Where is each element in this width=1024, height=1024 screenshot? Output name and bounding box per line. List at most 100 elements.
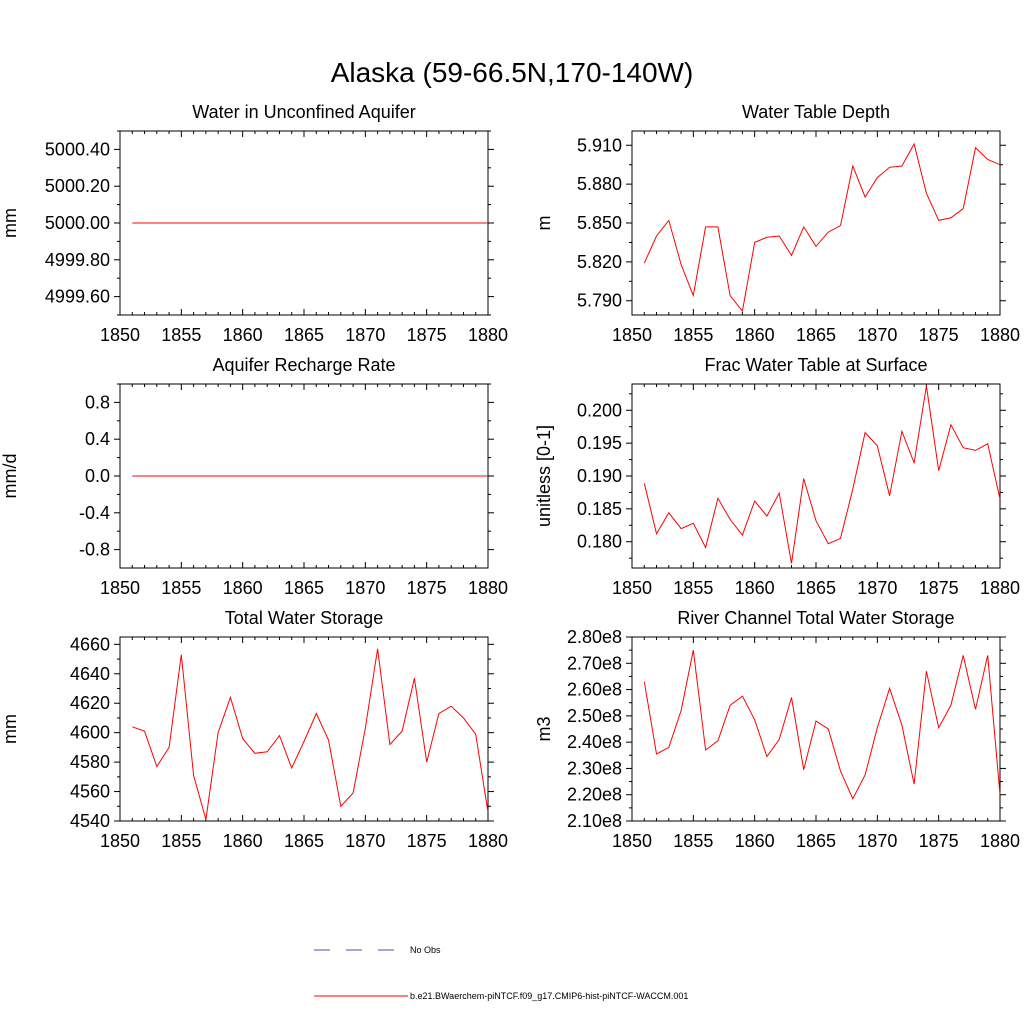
- panel-3: Aquifer Recharge Rate 1850 1855 1860 1865 187…: [0, 355, 508, 598]
- plot-frame: [631, 383, 1001, 569]
- x-tick-label: 1870: [857, 831, 897, 851]
- x-tick-label: 1855: [673, 325, 713, 345]
- y-tick-label: 4540: [70, 811, 110, 831]
- y-tick-label: 0.0: [85, 466, 110, 486]
- panel-1: Water in Unconfined Aquifer 1850 1855 1860 1…: [0, 102, 508, 345]
- y-tick-label: 2.80e8: [567, 627, 622, 647]
- panel-title: Frac Water Table at Surface: [704, 355, 927, 375]
- series-line: [643, 650, 1001, 800]
- y-tick-label: 2.10e8: [567, 811, 622, 831]
- y-tick-label: 4580: [70, 752, 110, 772]
- x-tick-label: 1855: [673, 578, 713, 598]
- panel-2: Water Table Depth 1850 1855 1860 1865 1870 187…: [534, 102, 1020, 345]
- x-tick-label: 1875: [919, 831, 959, 851]
- y-tick-label: 0.4: [85, 429, 110, 449]
- y-axis-label: unitless [0-1]: [534, 425, 554, 527]
- x-tick-label: 1865: [284, 578, 324, 598]
- x-tick-label: 1870: [857, 325, 897, 345]
- x-tick-label: 1850: [100, 578, 140, 598]
- x-tick-label: 1875: [919, 325, 959, 345]
- x-tick-label: 1860: [735, 325, 775, 345]
- plot-frame: [631, 636, 1001, 822]
- y-tick-label: 0.200: [577, 400, 622, 420]
- x-tick-label: 1860: [735, 578, 775, 598]
- y-tick-label: 0.185: [577, 499, 622, 519]
- y-tick-label: 5.820: [577, 252, 622, 272]
- panel-title: Total Water Storage: [225, 608, 383, 628]
- x-tick-label: 1880: [980, 578, 1020, 598]
- x-tick-label: 1870: [345, 831, 385, 851]
- x-tick-label: 1870: [857, 578, 897, 598]
- x-tick-label: 1850: [612, 578, 652, 598]
- legend-model-label: b.e21.BWaerchem-piNTCF.f09_g17.CMIP6-his…: [410, 991, 688, 1001]
- x-tick-label: 1850: [100, 831, 140, 851]
- plot-frame: [119, 636, 489, 822]
- x-tick-label: 1860: [735, 831, 775, 851]
- x-tick-label: 1865: [284, 325, 324, 345]
- panel-6: River Channel Total Water Storage 1850 185…: [534, 608, 1020, 851]
- y-tick-label: 5000.20: [45, 176, 110, 196]
- panel-title: Water in Unconfined Aquifer: [192, 102, 415, 122]
- y-axis-label: mm/d: [0, 454, 20, 499]
- y-tick-label: 5.910: [577, 135, 622, 155]
- x-tick-label: 1880: [468, 578, 508, 598]
- panel-title: Water Table Depth: [742, 102, 890, 122]
- x-tick-label: 1860: [223, 578, 263, 598]
- y-tick-label: 5000.00: [45, 213, 110, 233]
- x-tick-label: 1860: [223, 325, 263, 345]
- x-tick-label: 1875: [407, 325, 447, 345]
- y-tick-label: -0.4: [79, 503, 110, 523]
- x-tick-label: 1870: [345, 325, 385, 345]
- y-tick-label: 5.850: [577, 213, 622, 233]
- y-tick-label: 5.880: [577, 174, 622, 194]
- series-line: [643, 142, 1001, 313]
- x-tick-label: 1850: [612, 325, 652, 345]
- y-tick-label: 2.40e8: [567, 732, 622, 752]
- y-axis-label: m: [534, 216, 554, 231]
- y-tick-label: 5000.40: [45, 139, 110, 159]
- x-tick-label: 1855: [161, 578, 201, 598]
- x-tick-label: 1850: [612, 831, 652, 851]
- panel-title: Aquifer Recharge Rate: [212, 355, 395, 375]
- x-tick-label: 1855: [161, 325, 201, 345]
- y-tick-label: 2.60e8: [567, 680, 622, 700]
- panels: Water in Unconfined Aquifer 1850 1855 1860 1…: [0, 102, 1020, 851]
- x-tick-label: 1875: [407, 578, 447, 598]
- y-tick-label: 4999.60: [45, 287, 110, 307]
- y-tick-label: 2.50e8: [567, 706, 622, 726]
- x-tick-label: 1865: [284, 831, 324, 851]
- x-tick-label: 1865: [796, 325, 836, 345]
- y-tick-label: -0.8: [79, 540, 110, 560]
- y-tick-label: 5.790: [577, 291, 622, 311]
- panel-title: River Channel Total Water Storage: [677, 608, 954, 628]
- y-tick-label: 4640: [70, 664, 110, 684]
- x-tick-label: 1880: [468, 325, 508, 345]
- y-tick-label: 0.180: [577, 532, 622, 552]
- y-tick-label: 0.195: [577, 433, 622, 453]
- y-tick-label: 4560: [70, 782, 110, 802]
- y-tick-label: 4999.80: [45, 250, 110, 270]
- legend: No Obs b.e21.BWaerchem-piNTCF.f09_g17.CM…: [314, 945, 688, 1001]
- y-tick-label: 0.8: [85, 392, 110, 412]
- y-axis-label: m3: [534, 716, 554, 741]
- x-tick-label: 1865: [796, 831, 836, 851]
- figure-title: Alaska (59-66.5N,170-140W): [331, 57, 694, 88]
- legend-obs-label: No Obs: [410, 945, 441, 955]
- x-tick-label: 1880: [980, 325, 1020, 345]
- x-tick-label: 1855: [161, 831, 201, 851]
- x-tick-label: 1880: [468, 831, 508, 851]
- series-line: [643, 385, 1001, 564]
- x-tick-label: 1870: [345, 578, 385, 598]
- panel-4: Frac Water Table at Surface 1850 1855 1860 1…: [534, 355, 1020, 598]
- y-tick-label: 4600: [70, 723, 110, 743]
- y-tick-label: 0.190: [577, 466, 622, 486]
- plot-frame: [631, 130, 1001, 316]
- x-tick-label: 1875: [407, 831, 447, 851]
- y-tick-label: 4660: [70, 634, 110, 654]
- x-tick-label: 1865: [796, 578, 836, 598]
- y-tick-label: 4620: [70, 693, 110, 713]
- series-line: [132, 648, 489, 820]
- x-tick-label: 1850: [100, 325, 140, 345]
- y-axis-label: mm: [0, 208, 20, 238]
